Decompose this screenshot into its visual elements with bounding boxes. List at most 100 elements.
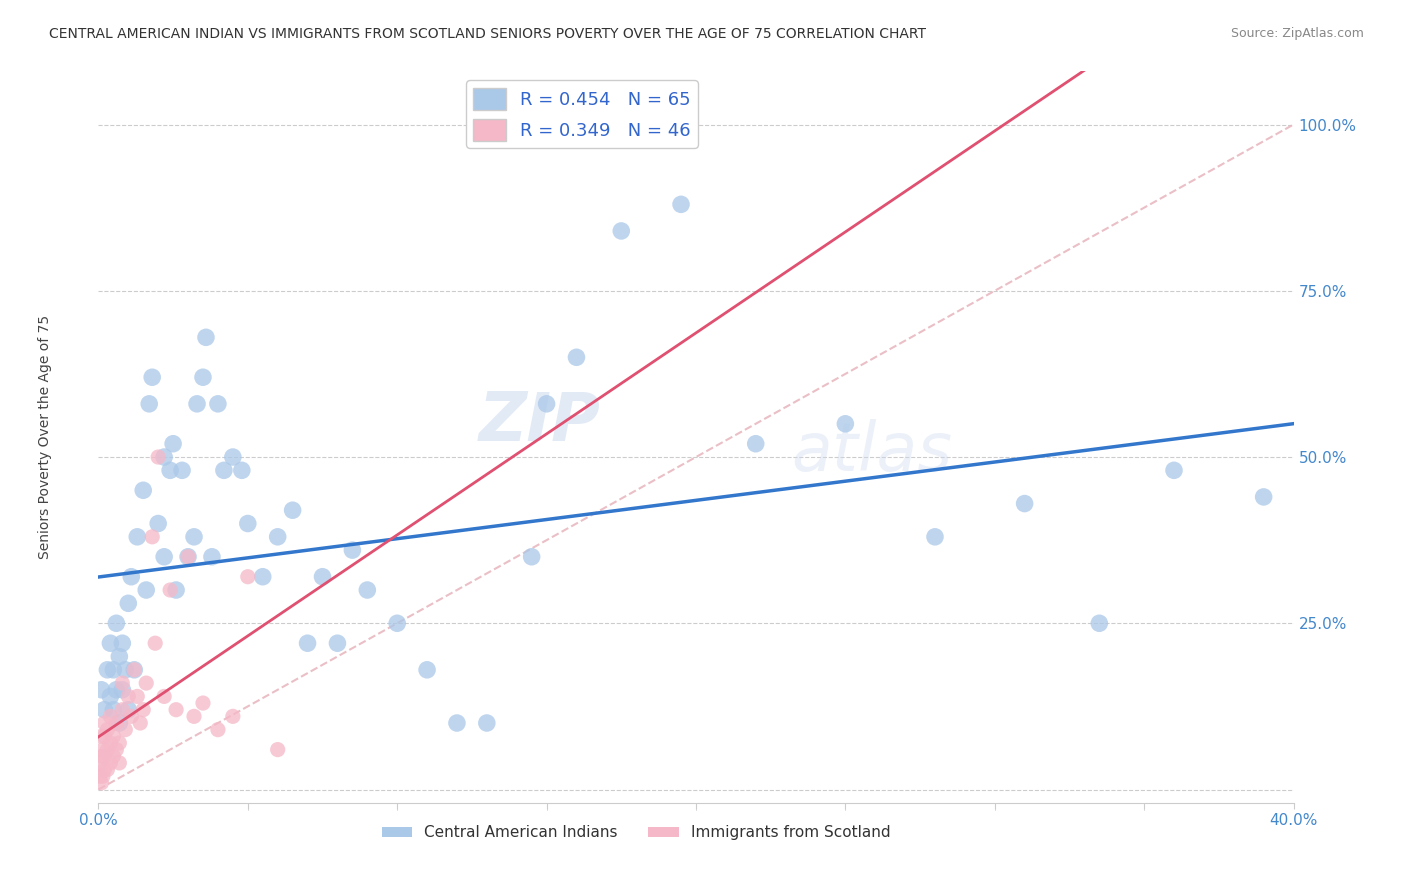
Point xyxy=(103,703,125,717)
Point xyxy=(177,549,200,564)
Point xyxy=(120,709,142,723)
Point xyxy=(520,549,543,564)
Point xyxy=(96,723,118,737)
Point xyxy=(93,749,115,764)
Point xyxy=(1163,463,1185,477)
Point xyxy=(1014,497,1036,511)
Point xyxy=(165,582,187,597)
Point xyxy=(446,716,468,731)
Point xyxy=(96,742,118,756)
Point xyxy=(281,503,304,517)
Point xyxy=(124,663,146,677)
Point xyxy=(565,351,588,365)
Point xyxy=(90,749,112,764)
Point xyxy=(311,570,333,584)
Point xyxy=(191,370,214,384)
Point xyxy=(91,742,114,756)
Text: atlas: atlas xyxy=(792,418,953,484)
Point xyxy=(153,690,176,704)
Point xyxy=(111,703,134,717)
Point xyxy=(267,530,290,544)
Point xyxy=(98,736,122,750)
Point xyxy=(141,530,163,544)
Point xyxy=(252,570,274,584)
Point xyxy=(105,742,128,756)
Point xyxy=(91,769,114,783)
Text: Source: ZipAtlas.com: Source: ZipAtlas.com xyxy=(1230,27,1364,40)
Point xyxy=(111,682,134,697)
Point xyxy=(93,703,115,717)
Point xyxy=(117,596,139,610)
Point xyxy=(103,749,125,764)
Point xyxy=(153,549,176,564)
Point xyxy=(416,663,439,677)
Point xyxy=(120,570,142,584)
Point xyxy=(129,716,152,731)
Point xyxy=(124,663,146,677)
Point xyxy=(267,742,290,756)
Point xyxy=(108,649,131,664)
Point xyxy=(93,729,115,743)
Point xyxy=(222,709,245,723)
Point xyxy=(195,330,218,344)
Point xyxy=(207,397,229,411)
Point xyxy=(132,483,155,498)
Point xyxy=(105,682,128,697)
Point xyxy=(141,370,163,384)
Point xyxy=(201,549,224,564)
Point xyxy=(138,397,160,411)
Point xyxy=(90,682,112,697)
Point xyxy=(96,763,118,777)
Point xyxy=(127,690,149,704)
Point xyxy=(93,716,115,731)
Point xyxy=(669,197,692,211)
Point xyxy=(132,703,155,717)
Point xyxy=(745,436,768,450)
Text: Seniors Poverty Over the Age of 75: Seniors Poverty Over the Age of 75 xyxy=(38,315,52,559)
Point xyxy=(183,530,205,544)
Point xyxy=(98,636,122,650)
Point xyxy=(117,703,139,717)
Point xyxy=(536,397,558,411)
Point xyxy=(135,582,157,597)
Point xyxy=(96,663,118,677)
Point xyxy=(143,636,166,650)
Point xyxy=(105,716,128,731)
Point xyxy=(172,463,194,477)
Point xyxy=(342,543,364,558)
Point xyxy=(98,709,122,723)
Point xyxy=(103,663,125,677)
Point xyxy=(159,463,181,477)
Point xyxy=(135,676,157,690)
Point xyxy=(1253,490,1275,504)
Point xyxy=(117,690,139,704)
Point xyxy=(610,224,633,238)
Point xyxy=(1088,616,1111,631)
Point xyxy=(236,570,259,584)
Point xyxy=(191,696,214,710)
Point xyxy=(326,636,349,650)
Point xyxy=(90,729,112,743)
Point xyxy=(93,763,115,777)
Point xyxy=(236,516,259,531)
Point xyxy=(162,436,184,450)
Point xyxy=(89,769,111,783)
Point xyxy=(98,756,122,770)
Point xyxy=(186,397,208,411)
Point xyxy=(297,636,319,650)
Point xyxy=(114,723,136,737)
Point xyxy=(183,709,205,723)
Text: CENTRAL AMERICAN INDIAN VS IMMIGRANTS FROM SCOTLAND SENIORS POVERTY OVER THE AGE: CENTRAL AMERICAN INDIAN VS IMMIGRANTS FR… xyxy=(49,27,927,41)
Point xyxy=(385,616,409,631)
Point xyxy=(111,676,134,690)
Point xyxy=(834,417,856,431)
Point xyxy=(177,549,200,564)
Point xyxy=(127,530,149,544)
Point xyxy=(90,776,112,790)
Point xyxy=(89,756,111,770)
Point xyxy=(108,736,131,750)
Point xyxy=(98,690,122,704)
Legend: Central American Indians, Immigrants from Scotland: Central American Indians, Immigrants fro… xyxy=(375,819,897,847)
Point xyxy=(924,530,946,544)
Point xyxy=(148,516,170,531)
